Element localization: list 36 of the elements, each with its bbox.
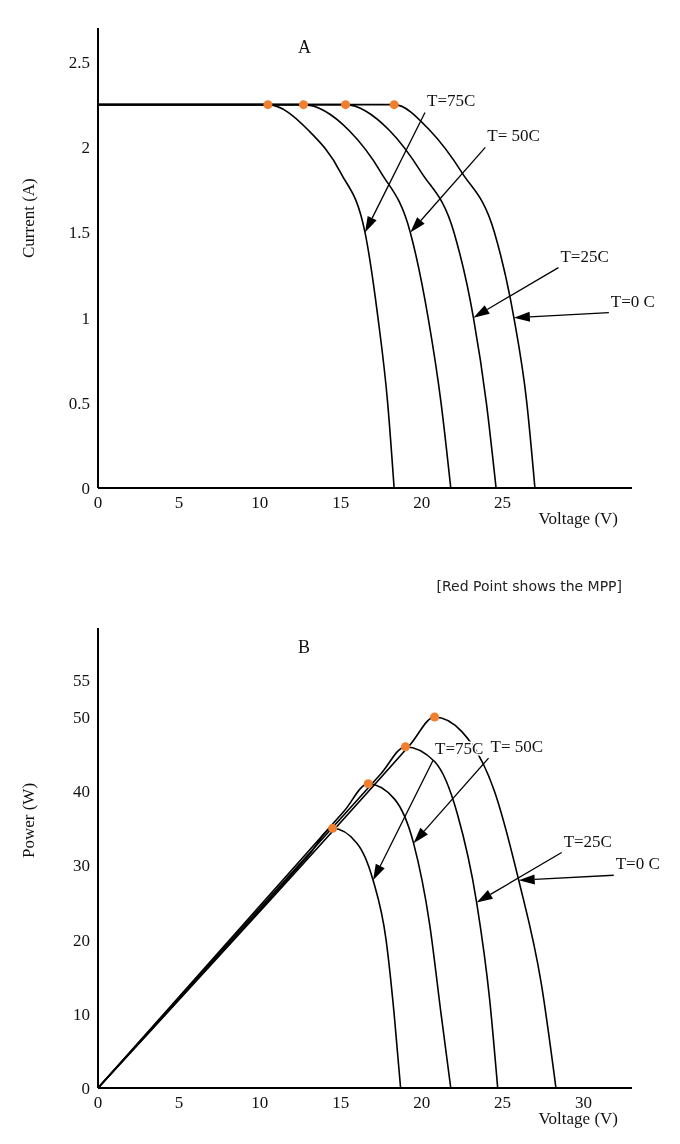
annotation: T=75C — [427, 91, 476, 111]
y-tick-label: 0 — [81, 479, 90, 499]
x-tick-label: 10 — [251, 1093, 269, 1113]
annotation: T= 50C — [487, 126, 540, 146]
x-tick-label: 25 — [494, 1093, 512, 1113]
x-tick-label: 20 — [413, 1093, 431, 1113]
y-tick-label: 0 — [81, 1079, 90, 1099]
x-tick-label: 15 — [332, 1093, 350, 1113]
y-axis-title: Current (A) — [19, 178, 39, 258]
annotation: T=25C — [560, 246, 609, 266]
text: [Red Point shows the MPP] — [436, 578, 622, 594]
y-tick-label: 0.5 — [68, 393, 90, 413]
text: B — [298, 637, 311, 657]
y-axis-title: Power (W) — [19, 782, 39, 858]
y-tick-label: 2 — [81, 138, 90, 158]
y-tick-label: 2.5 — [68, 53, 90, 73]
y-tick-label: 40 — [73, 782, 90, 802]
y-tick-label: 10 — [73, 1004, 90, 1024]
x-tick-label: 5 — [174, 1093, 184, 1113]
x-tick-label: 20 — [413, 493, 431, 513]
annotation: T=0 C — [610, 291, 655, 311]
x-axis-title: Voltage (V) — [538, 509, 618, 528]
annotation: T=25C — [563, 831, 612, 851]
annotation: T=0 C — [615, 854, 660, 874]
y-tick-label: 1 — [81, 308, 90, 328]
y-tick-label: 20 — [73, 930, 90, 950]
y-tick-label: 55 — [73, 670, 90, 690]
y-tick-label: 1.5 — [68, 223, 90, 243]
x-tick-label: 10 — [251, 493, 269, 513]
x-tick-label: 5 — [174, 493, 184, 513]
text: A — [298, 37, 311, 57]
y-tick-label: 30 — [73, 856, 90, 876]
x-tick-label: 25 — [494, 493, 512, 513]
y-tick-label: 50 — [73, 708, 90, 728]
x-tick-label: 15 — [332, 493, 350, 513]
annotation: T= 50C — [490, 737, 544, 757]
